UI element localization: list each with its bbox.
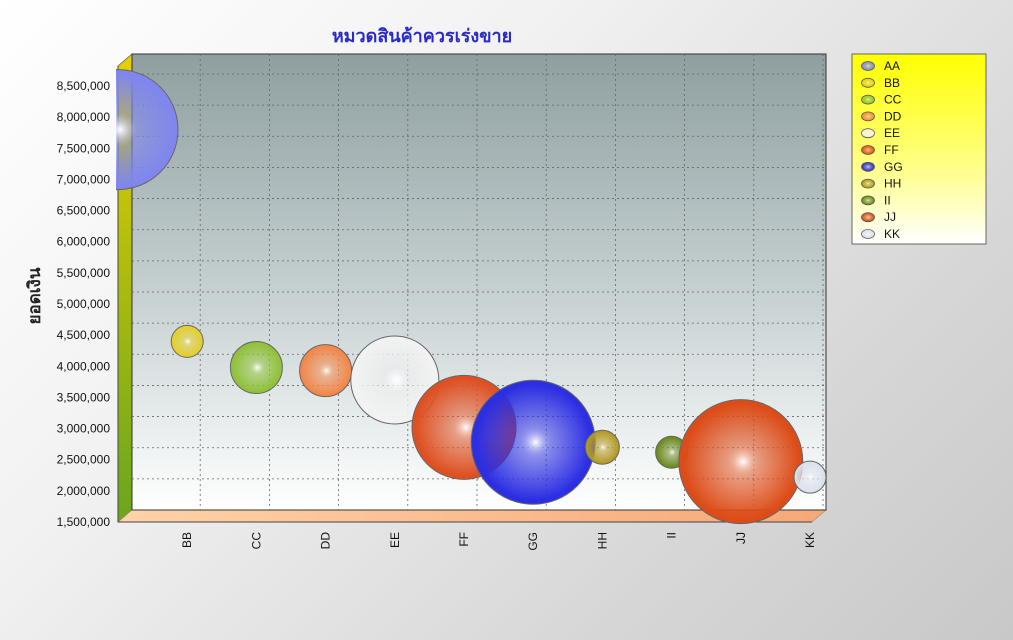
- legend-label-aa: AA: [884, 59, 900, 73]
- legend-marker-jj: [861, 212, 875, 223]
- x-tick-label: CC: [249, 532, 263, 550]
- legend-marker-hh: [861, 178, 875, 189]
- x-tick-label: HH: [595, 532, 609, 549]
- legend-label-gg: GG: [884, 160, 903, 174]
- legend-label-ii: II: [884, 193, 891, 207]
- legend-marker-ee: [861, 128, 875, 139]
- legend-label-dd: DD: [884, 109, 902, 123]
- x-tick-label: FF: [457, 532, 471, 547]
- legend-label-cc: CC: [884, 93, 902, 107]
- legend-marker-bb: [861, 77, 875, 88]
- bubble-jj: [678, 399, 804, 525]
- y-tick-label: 3,500,000: [57, 390, 111, 404]
- bubble-cc: [229, 341, 283, 395]
- legend-label-jj: JJ: [884, 210, 896, 224]
- y-tick-label: 7,000,000: [57, 172, 111, 186]
- y-tick-label: 4,500,000: [57, 328, 111, 342]
- x-tick-label: JJ: [734, 532, 748, 544]
- bubble-dd: [299, 344, 353, 398]
- y-tick-label: 3,000,000: [57, 422, 111, 436]
- legend-marker-ii: [861, 195, 875, 206]
- bubble-ee: [350, 335, 440, 425]
- x-tick-label: II: [665, 532, 679, 539]
- legend-label-ff: FF: [884, 143, 899, 157]
- legend-marker-gg: [861, 161, 875, 172]
- legend-marker-dd: [861, 111, 875, 122]
- y-axis-ticks: 1,500,000 2,000,000 2,500,000 3,000,000 3,50…: [57, 79, 111, 529]
- y-tick-label: 4,000,000: [57, 359, 111, 373]
- bubble-aa: [116, 69, 179, 191]
- legend-label-hh: HH: [884, 177, 901, 191]
- x-tick-label: GG: [526, 532, 540, 551]
- legend-marker-aa: [861, 61, 875, 71]
- bubble-bb: [170, 324, 204, 358]
- legend-marker-kk: [861, 229, 875, 239]
- bubble-gg: [470, 379, 596, 505]
- legend-label-ee: EE: [884, 126, 900, 140]
- x-tick-label: EE: [388, 532, 402, 548]
- bubbles: [116, 69, 826, 525]
- y-tick-label: 7,500,000: [57, 141, 111, 155]
- bubble-kk: [793, 460, 826, 494]
- y-tick-label: 2,000,000: [57, 484, 111, 498]
- bubble-hh: [584, 429, 620, 465]
- x-tick-label: KK: [803, 532, 817, 548]
- y-tick-label: 2,500,000: [57, 453, 111, 467]
- x-tick-label: BB: [180, 532, 194, 548]
- y-tick-label: 8,500,000: [57, 79, 111, 93]
- y-tick-label: 6,000,000: [57, 235, 111, 249]
- y-tick-label: 8,000,000: [57, 110, 111, 124]
- legend-marker-cc: [861, 94, 875, 105]
- y-tick-label: 1,500,000: [57, 515, 111, 529]
- y-tick-label: 6,500,000: [57, 204, 111, 218]
- y-tick-label: 5,500,000: [57, 266, 111, 280]
- chart-title: หมวดสินค้าควรเร่งขาย: [332, 26, 512, 47]
- y-tick-label: 5,000,000: [57, 297, 111, 311]
- x-axis-ticks: BB CC DD EE FF GG HH II JJ KK: [180, 532, 817, 551]
- legend-marker-ff: [861, 145, 875, 155]
- legend: AA BB CC DD EE FF GG HH II JJ KK: [851, 53, 987, 245]
- y-axis-label: ยอดเงิน: [25, 267, 45, 324]
- legend-label-kk: KK: [884, 227, 900, 241]
- legend-label-bb: BB: [884, 76, 900, 90]
- x-tick-label: DD: [319, 532, 333, 550]
